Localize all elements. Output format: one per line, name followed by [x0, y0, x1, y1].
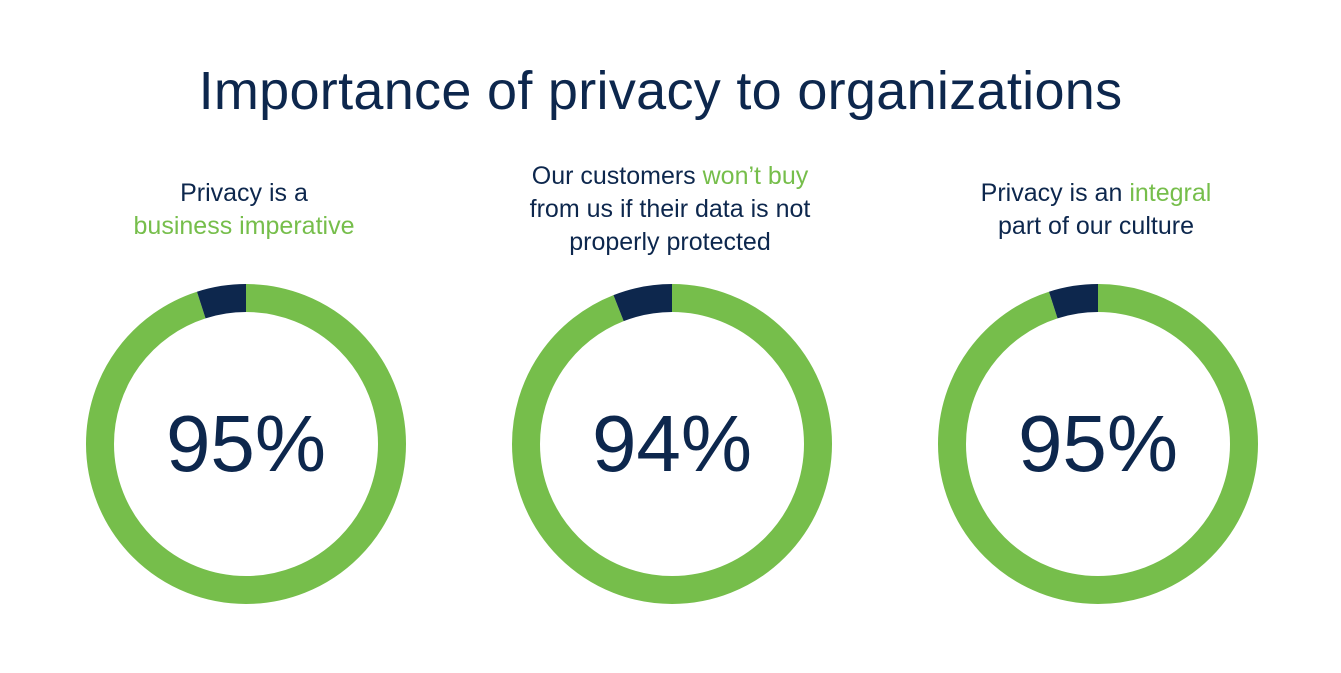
donut-segment-other [938, 284, 1258, 604]
page-title: Importance of privacy to organizations [198, 61, 1123, 121]
percentage-label: 94% [591, 399, 753, 488]
chart-caption: Our customers won’t buy from us if their … [480, 160, 860, 259]
donut-svg [86, 284, 406, 604]
donut-segment-other [512, 284, 832, 604]
chart-panel-business-imperative: Privacy is a business imperative 95% [54, 160, 434, 620]
donut-svg [938, 284, 1258, 604]
caption-text: Privacy is a [180, 179, 308, 207]
chart-panel-integral-culture: Privacy is an integral part of our cultur… [906, 160, 1286, 620]
caption-highlight: won’t buy [702, 162, 809, 190]
percentage-label: 95% [165, 399, 327, 488]
caption-text: properly protected [569, 228, 771, 256]
donut-chart: 95% [84, 282, 408, 606]
caption-highlight: integral [1129, 179, 1212, 207]
donut-chart: 95% [936, 282, 1260, 606]
donut-svg [512, 284, 832, 604]
caption-highlight: business imperative [133, 212, 355, 240]
percentage-label: 95% [1017, 399, 1179, 488]
caption-text: Privacy is an [980, 179, 1130, 207]
caption-text: Our customers [531, 162, 703, 190]
caption-text: part of our culture [998, 212, 1194, 240]
donut-segment-other [86, 284, 406, 604]
chart-caption: Privacy is an integral part of our cultur… [906, 177, 1286, 243]
donut-chart: 94% [510, 282, 834, 606]
caption-text: from us if their data is not [529, 195, 811, 223]
chart-caption: Privacy is a business imperative [54, 177, 434, 243]
chart-panel-customers-wont-buy: Our customers won’t buy from us if their … [480, 160, 860, 620]
